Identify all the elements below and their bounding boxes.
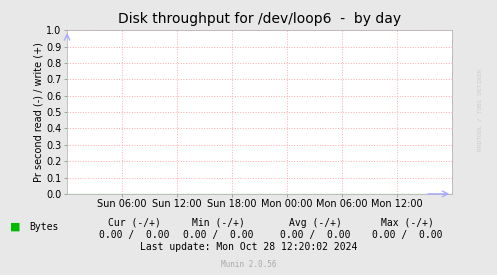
Text: ■: ■ — [10, 222, 20, 232]
Y-axis label: Pr second read (-) / write (+): Pr second read (-) / write (+) — [33, 42, 43, 182]
Title: Disk throughput for /dev/loop6  -  by day: Disk throughput for /dev/loop6 - by day — [118, 12, 401, 26]
Text: Max (-/+): Max (-/+) — [381, 218, 434, 228]
Text: 0.00 /  0.00: 0.00 / 0.00 — [183, 230, 254, 240]
Text: 0.00 /  0.00: 0.00 / 0.00 — [99, 230, 169, 240]
Text: RRDTOOL / TOBI OETIKER: RRDTOOL / TOBI OETIKER — [477, 69, 482, 151]
Text: 0.00 /  0.00: 0.00 / 0.00 — [280, 230, 351, 240]
Text: Avg (-/+): Avg (-/+) — [289, 218, 342, 228]
Text: Bytes: Bytes — [29, 222, 58, 232]
Text: Munin 2.0.56: Munin 2.0.56 — [221, 260, 276, 269]
Text: Min (-/+): Min (-/+) — [192, 218, 245, 228]
Text: Last update: Mon Oct 28 12:20:02 2024: Last update: Mon Oct 28 12:20:02 2024 — [140, 243, 357, 252]
Text: 0.00 /  0.00: 0.00 / 0.00 — [372, 230, 443, 240]
Text: Cur (-/+): Cur (-/+) — [108, 218, 161, 228]
